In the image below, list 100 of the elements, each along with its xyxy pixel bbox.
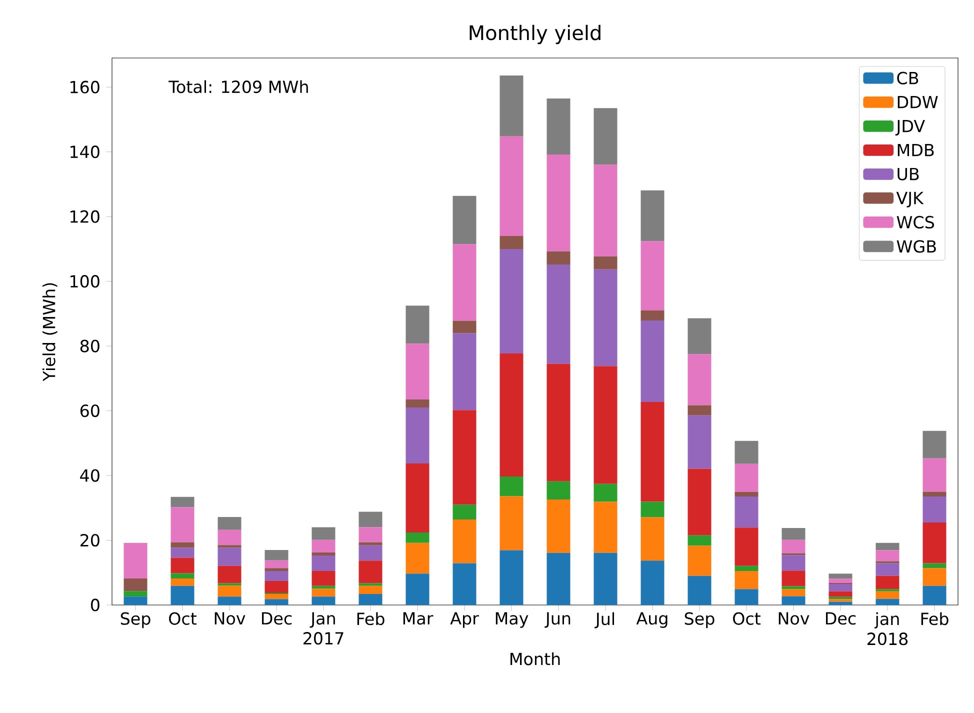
bar — [876, 550, 900, 562]
y-tick-label: 80 — [80, 340, 100, 352]
bar — [594, 108, 618, 165]
bar — [170, 542, 194, 548]
x-tick-label: Sep — [120, 612, 150, 628]
y-axis-title: Yield (MWh) — [42, 283, 58, 382]
bar — [922, 522, 946, 564]
bar — [124, 591, 148, 597]
bar — [500, 236, 524, 249]
bar — [264, 560, 288, 568]
bar — [546, 98, 570, 154]
bar — [406, 464, 430, 532]
bar — [876, 563, 900, 576]
bar — [688, 535, 712, 546]
bar — [922, 563, 946, 568]
bar — [124, 596, 148, 605]
x-tick-label: Mar — [403, 612, 434, 625]
bar — [640, 517, 664, 561]
legend-label: JDV — [895, 120, 925, 136]
bar — [452, 196, 476, 244]
x-tick-label: Oct — [733, 612, 761, 625]
x-tick-label: jan 2018 — [868, 612, 908, 646]
x-tick-label: Jan 2017 — [304, 612, 344, 645]
x-tick-label: Nov — [214, 612, 246, 625]
bar — [170, 496, 194, 508]
bar — [828, 599, 852, 602]
x-tick-label: May — [496, 612, 528, 628]
y-tick-label: 0 — [91, 598, 100, 612]
bar — [594, 366, 618, 484]
bar — [876, 598, 900, 605]
bar — [594, 269, 618, 366]
bar — [828, 584, 852, 592]
bar — [922, 496, 946, 522]
bar — [688, 415, 712, 469]
bar — [640, 502, 664, 518]
bar — [264, 550, 288, 560]
y-tick-label: 140 — [70, 146, 100, 158]
bar — [452, 520, 476, 564]
bar — [734, 496, 758, 528]
bar — [170, 586, 194, 605]
bar — [734, 571, 758, 590]
bar — [170, 578, 194, 586]
bar — [218, 516, 242, 530]
bar — [546, 154, 570, 252]
legend-label: WCS — [896, 216, 934, 229]
y-tick-label: 100 — [70, 275, 100, 288]
bar — [688, 468, 712, 536]
bar — [876, 542, 900, 550]
x-tick-label: Jun — [544, 612, 570, 628]
bar — [218, 548, 242, 566]
bar — [782, 589, 806, 596]
bar — [594, 164, 618, 256]
bar — [782, 596, 806, 605]
bar — [922, 430, 946, 458]
x-tick-label: Nov — [778, 612, 810, 625]
bar — [546, 499, 570, 553]
bar — [358, 594, 382, 605]
bar — [546, 252, 570, 264]
bar — [922, 568, 946, 586]
bar — [594, 552, 618, 605]
bar — [264, 599, 288, 605]
x-tick-label: Dec — [262, 612, 292, 625]
bar — [358, 545, 382, 561]
legend-label: WGB — [896, 240, 936, 253]
bar — [452, 563, 476, 605]
x-axis-title: Month — [510, 652, 560, 666]
bar — [594, 256, 618, 270]
bar — [734, 566, 758, 571]
x-tick-label: Jul — [594, 612, 614, 628]
x-tick-label: Sep — [684, 612, 714, 628]
bar — [312, 527, 336, 540]
bar — [312, 555, 336, 571]
bar — [640, 320, 664, 402]
legend-label: DDW — [898, 96, 938, 108]
bar — [452, 244, 476, 321]
bar — [406, 408, 430, 464]
x-tick-label: Feb — [921, 612, 948, 626]
bar — [876, 576, 900, 590]
bar — [170, 507, 194, 542]
bar — [782, 528, 806, 540]
bar — [640, 241, 664, 310]
bar — [876, 591, 900, 599]
bar — [500, 136, 524, 236]
bar — [452, 504, 476, 520]
bar — [406, 306, 430, 344]
bar — [734, 492, 758, 497]
legend-label: CB — [897, 72, 918, 84]
bar — [640, 310, 664, 320]
bar — [312, 588, 336, 597]
bar — [312, 571, 336, 586]
bar — [828, 602, 852, 605]
bar — [688, 354, 712, 406]
bar — [922, 586, 946, 605]
bar — [452, 320, 476, 334]
bar — [452, 333, 476, 410]
bar — [734, 440, 758, 464]
x-tick-label: Oct — [169, 612, 197, 625]
bar — [782, 540, 806, 554]
y-tick-label: 160 — [70, 80, 100, 94]
bar — [828, 591, 852, 597]
